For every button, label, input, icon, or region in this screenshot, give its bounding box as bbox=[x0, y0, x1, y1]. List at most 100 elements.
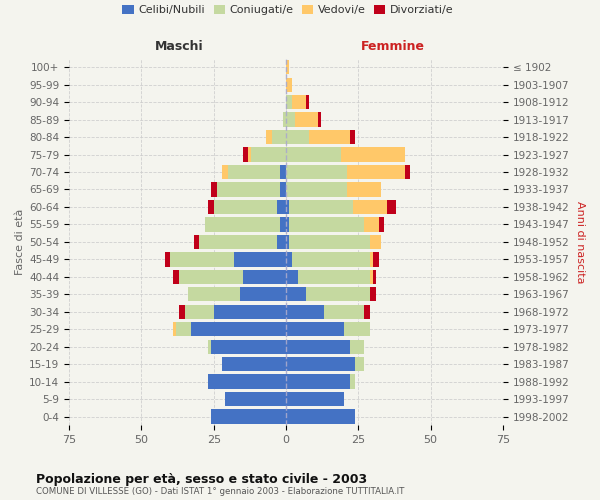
Bar bbox=[289, 234, 370, 249]
Bar bbox=[208, 374, 286, 389]
Bar bbox=[364, 218, 379, 232]
Bar bbox=[280, 165, 286, 179]
Bar bbox=[286, 148, 341, 162]
Bar bbox=[347, 182, 382, 196]
Bar bbox=[286, 392, 344, 406]
Bar bbox=[364, 304, 370, 319]
Bar bbox=[280, 218, 286, 232]
Bar bbox=[211, 410, 286, 424]
Bar bbox=[286, 95, 292, 110]
Bar bbox=[309, 130, 350, 144]
Legend: Celibi/Nubili, Coniugati/e, Vedovi/e, Divorziati/e: Celibi/Nubili, Coniugati/e, Vedovi/e, Di… bbox=[118, 0, 458, 20]
Bar bbox=[286, 304, 323, 319]
Bar bbox=[205, 218, 280, 232]
Bar bbox=[217, 182, 280, 196]
Bar bbox=[251, 148, 286, 162]
Bar bbox=[344, 322, 370, 336]
Bar bbox=[185, 304, 214, 319]
Bar bbox=[173, 270, 179, 284]
Bar bbox=[286, 287, 307, 302]
Bar bbox=[292, 252, 370, 266]
Bar bbox=[307, 95, 309, 110]
Bar bbox=[214, 304, 286, 319]
Bar bbox=[370, 287, 376, 302]
Bar bbox=[240, 287, 286, 302]
Text: COMUNE DI VILLESSE (GO) - Dati ISTAT 1° gennaio 2003 - Elaborazione TUTTITALIA.I: COMUNE DI VILLESSE (GO) - Dati ISTAT 1° … bbox=[36, 488, 404, 496]
Bar bbox=[226, 392, 286, 406]
Bar bbox=[242, 148, 248, 162]
Bar bbox=[272, 130, 286, 144]
Bar bbox=[373, 252, 379, 266]
Bar bbox=[280, 182, 286, 196]
Bar bbox=[286, 130, 309, 144]
Text: Popolazione per età, sesso e stato civile - 2003: Popolazione per età, sesso e stato civil… bbox=[36, 472, 367, 486]
Bar bbox=[295, 112, 318, 127]
Bar bbox=[286, 374, 350, 389]
Text: Maschi: Maschi bbox=[155, 40, 203, 54]
Bar bbox=[286, 60, 289, 74]
Bar bbox=[379, 218, 385, 232]
Bar bbox=[234, 252, 286, 266]
Bar bbox=[286, 112, 295, 127]
Bar bbox=[286, 234, 289, 249]
Bar bbox=[286, 182, 347, 196]
Bar bbox=[164, 252, 170, 266]
Bar bbox=[199, 234, 277, 249]
Bar bbox=[277, 234, 286, 249]
Bar bbox=[208, 200, 214, 214]
Bar bbox=[228, 165, 280, 179]
Bar bbox=[223, 357, 286, 372]
Bar bbox=[341, 148, 404, 162]
Bar bbox=[211, 182, 217, 196]
Bar bbox=[353, 200, 387, 214]
Y-axis label: Fasce di età: Fasce di età bbox=[15, 208, 25, 275]
Bar bbox=[298, 270, 370, 284]
Text: Femmine: Femmine bbox=[361, 40, 425, 54]
Bar bbox=[194, 234, 199, 249]
Bar bbox=[191, 322, 286, 336]
Bar bbox=[347, 165, 404, 179]
Bar bbox=[286, 322, 344, 336]
Bar bbox=[404, 165, 410, 179]
Bar bbox=[286, 410, 355, 424]
Bar bbox=[286, 218, 289, 232]
Bar bbox=[292, 95, 307, 110]
Bar bbox=[214, 200, 277, 214]
Bar bbox=[286, 270, 298, 284]
Bar bbox=[170, 252, 234, 266]
Bar bbox=[277, 200, 286, 214]
Bar bbox=[248, 148, 251, 162]
Bar bbox=[179, 270, 242, 284]
Bar bbox=[350, 340, 364, 354]
Bar bbox=[289, 200, 353, 214]
Bar bbox=[266, 130, 272, 144]
Bar bbox=[373, 270, 376, 284]
Bar bbox=[179, 304, 185, 319]
Bar bbox=[370, 252, 373, 266]
Bar bbox=[387, 200, 396, 214]
Bar bbox=[242, 270, 286, 284]
Bar bbox=[370, 234, 382, 249]
Bar bbox=[286, 200, 289, 214]
Bar bbox=[223, 165, 228, 179]
Bar bbox=[176, 322, 191, 336]
Bar bbox=[370, 270, 373, 284]
Bar bbox=[350, 374, 355, 389]
Bar bbox=[286, 252, 292, 266]
Bar bbox=[318, 112, 321, 127]
Bar bbox=[173, 322, 176, 336]
Bar bbox=[286, 357, 355, 372]
Bar bbox=[307, 287, 370, 302]
Bar bbox=[323, 304, 364, 319]
Bar bbox=[286, 340, 350, 354]
Bar bbox=[286, 78, 292, 92]
Bar bbox=[208, 340, 211, 354]
Bar bbox=[286, 165, 347, 179]
Bar bbox=[188, 287, 240, 302]
Bar bbox=[211, 340, 286, 354]
Bar bbox=[350, 130, 355, 144]
Bar bbox=[355, 357, 364, 372]
Bar bbox=[283, 112, 286, 127]
Bar bbox=[289, 218, 364, 232]
Y-axis label: Anni di nascita: Anni di nascita bbox=[575, 200, 585, 283]
